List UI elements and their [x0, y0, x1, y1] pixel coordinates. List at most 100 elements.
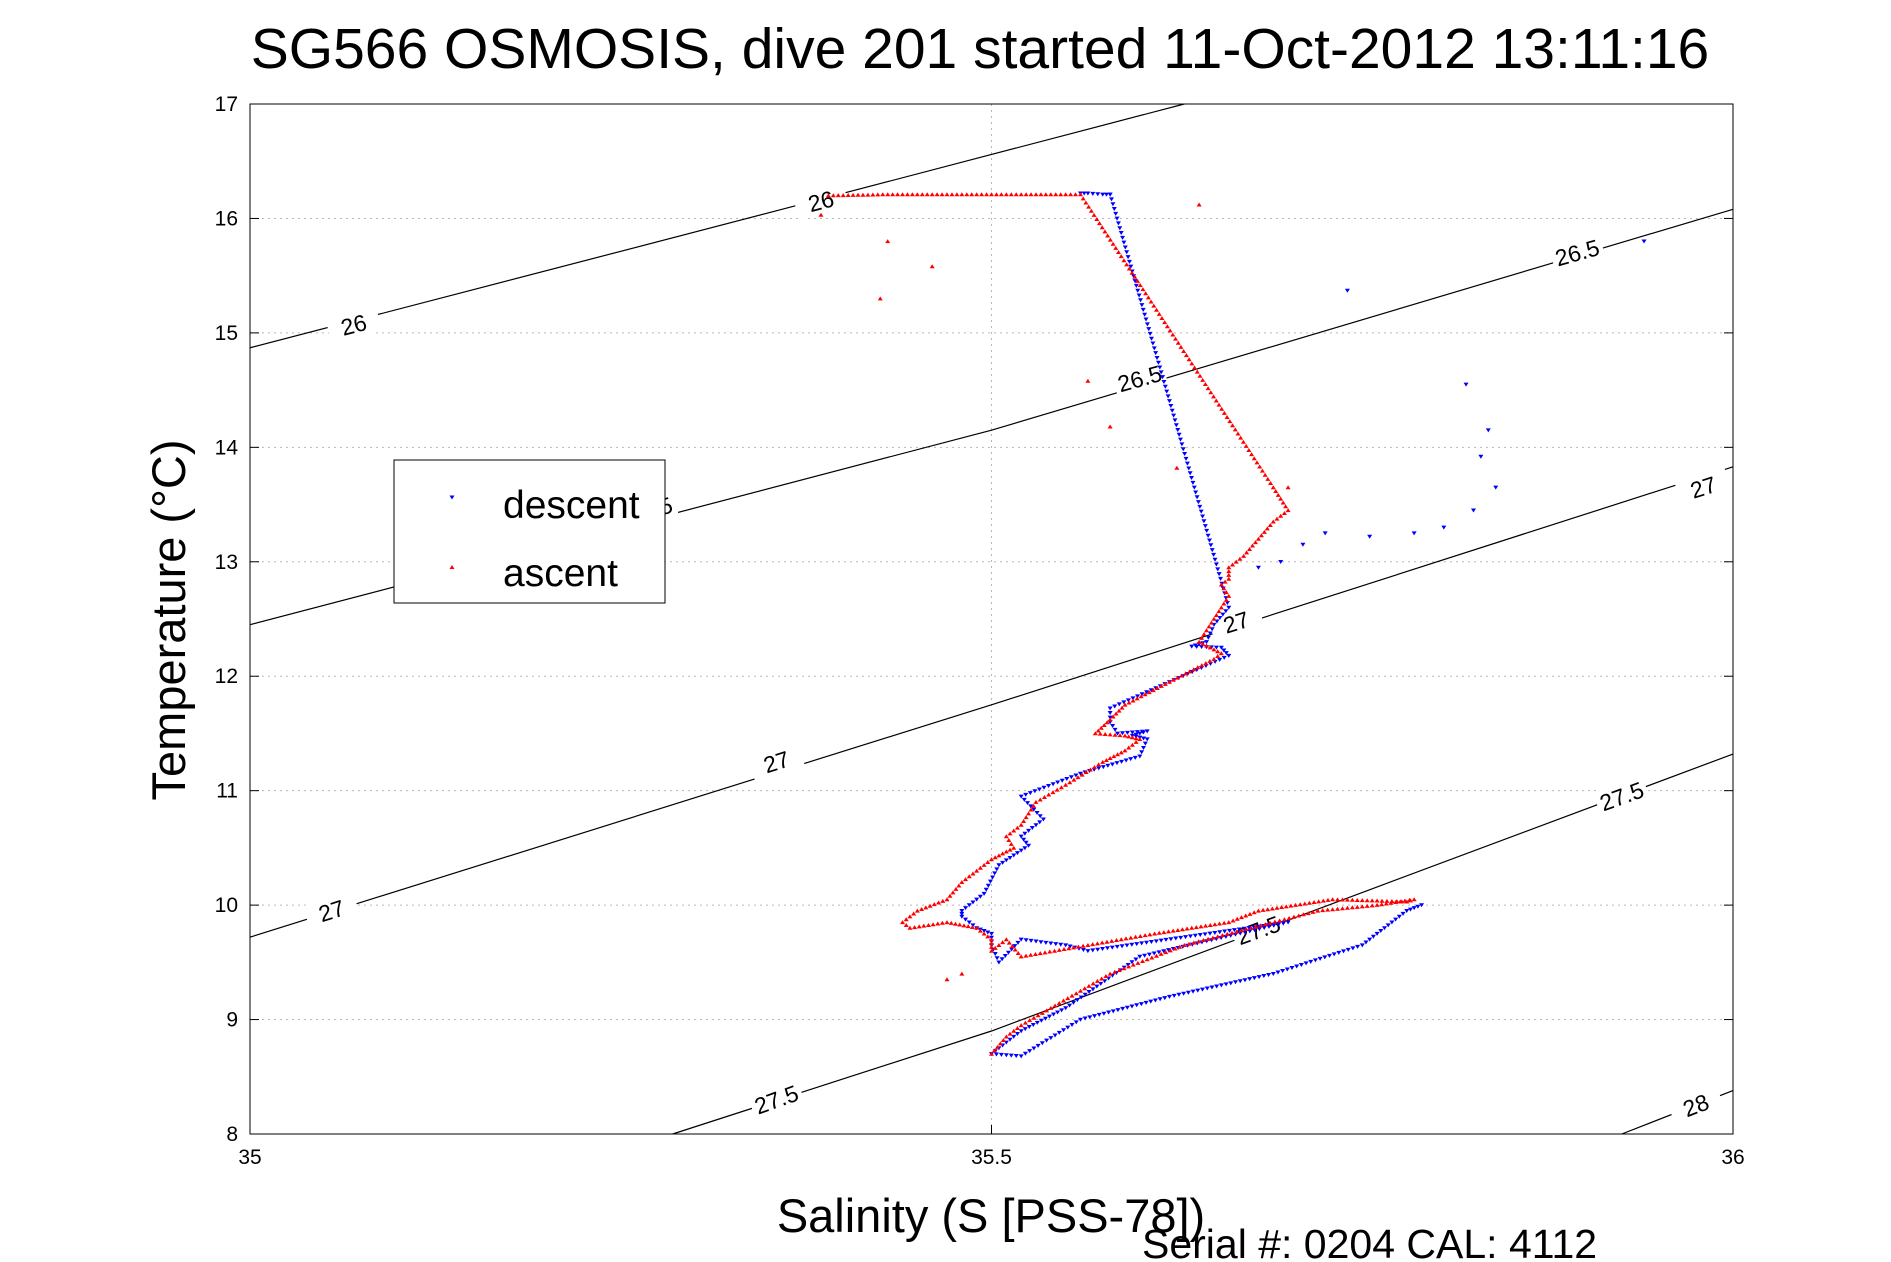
descent-point: [1148, 688, 1154, 693]
ascent-point: [1238, 435, 1244, 440]
ascent-point: [1100, 759, 1106, 764]
ascent-point: [1118, 750, 1124, 755]
ascent-point: [1098, 725, 1104, 730]
descent-point: [994, 867, 1000, 872]
ascent-point: [1088, 208, 1094, 213]
ascent-point: [1032, 951, 1038, 956]
ascent-point: [974, 868, 980, 873]
ascent-point: [1273, 489, 1279, 494]
ascent-point: [1224, 415, 1230, 420]
ascent-point: [1349, 897, 1355, 902]
ascent-point: [977, 865, 983, 870]
ascent-point: [1383, 901, 1389, 906]
ascent-point: [944, 192, 950, 197]
ascent-point: [909, 192, 915, 197]
x-tick-label: 36: [1721, 1146, 1744, 1169]
descent-point: [1103, 192, 1109, 197]
descent-point: [1096, 1012, 1102, 1017]
ascent-point: [1044, 1008, 1050, 1013]
ascent-point: [1154, 307, 1160, 312]
ascent-point: [1285, 485, 1291, 490]
descent-point: [1381, 926, 1387, 931]
ascent-point: [1107, 424, 1113, 429]
descent-point: [1150, 341, 1156, 346]
descent-point: [1027, 1049, 1033, 1054]
ascent-point: [954, 192, 960, 197]
ascent-point: [1142, 692, 1148, 697]
descent-point: [1067, 944, 1073, 949]
descent-point: [970, 923, 976, 928]
descent-point: [1179, 442, 1185, 447]
ascent-point: [1215, 653, 1221, 658]
descent-point: [1022, 846, 1028, 851]
ascent-point: [1300, 912, 1306, 917]
ascent-point: [1189, 925, 1195, 930]
ascent-point: [1006, 838, 1012, 843]
descent-point: [1069, 1022, 1075, 1027]
ascent-point: [1071, 945, 1077, 950]
descent-point: [1355, 944, 1361, 949]
ascent-point: [935, 921, 941, 926]
ascent-point: [1003, 937, 1009, 942]
ascent-point: [1215, 934, 1221, 939]
descent-point: [1233, 980, 1239, 985]
ascent-point: [1279, 905, 1285, 910]
descent-point: [1095, 947, 1101, 952]
descent-point: [1139, 941, 1145, 946]
descent-point: [1266, 973, 1272, 978]
descent-point: [1227, 928, 1233, 933]
ascent-point: [1310, 909, 1316, 914]
descent-point: [1261, 974, 1267, 979]
descent-point: [1022, 831, 1028, 836]
ascent-point: [1201, 632, 1207, 637]
descent-point: [1036, 787, 1042, 792]
descent-point: [1171, 993, 1177, 998]
descent-point: [1166, 948, 1172, 953]
ascent-point: [1407, 897, 1413, 902]
data-points: [818, 191, 1647, 1059]
ascent-point: [1090, 942, 1096, 947]
ascent-point: [1099, 976, 1105, 981]
ascent-point: [1226, 593, 1232, 598]
ascent-point: [1018, 822, 1024, 827]
ascent-point: [1154, 685, 1160, 690]
descent-point: [1141, 736, 1147, 741]
descent-point: [1178, 935, 1184, 940]
ascent-point: [1265, 476, 1271, 481]
ascent-point: [989, 192, 994, 197]
ascent-point: [1071, 777, 1077, 782]
ascent-point: [1063, 192, 1069, 197]
ascent-point: [1388, 900, 1394, 905]
ascent-point: [1226, 572, 1232, 577]
descent-point: [959, 914, 965, 919]
descent-point: [1012, 944, 1018, 949]
ascent-point: [989, 941, 994, 946]
descent-point: [1068, 775, 1074, 780]
ascent-point: [1068, 192, 1074, 197]
ascent-point: [1197, 373, 1203, 378]
ascent-point: [1335, 906, 1341, 911]
descent-point: [1134, 942, 1140, 947]
ascent-point: [1031, 1015, 1037, 1020]
descent-point: [1208, 543, 1214, 548]
descent-point: [1031, 807, 1037, 812]
serial-cal-footer: Serial #: 0204 CAL: 4112: [1142, 1221, 1597, 1262]
descent-point: [1038, 940, 1044, 945]
descent-point: [1255, 565, 1261, 570]
descent-point: [1212, 557, 1218, 562]
ascent-point: [1151, 303, 1157, 308]
descent-point: [981, 929, 987, 934]
descent-point: [966, 903, 972, 908]
descent-point: [1046, 1014, 1052, 1019]
ascent-point: [912, 925, 918, 930]
ascent-point: [1042, 950, 1048, 955]
descent-point: [1400, 911, 1406, 916]
descent-point: [1168, 937, 1174, 942]
ascent-point: [818, 212, 824, 217]
ascent-point: [1109, 938, 1115, 943]
ascent-point: [1288, 903, 1294, 908]
ascent-point: [1073, 192, 1079, 197]
ascent-point: [1260, 907, 1266, 912]
descent-point: [1110, 1009, 1116, 1014]
descent-point: [1221, 655, 1227, 660]
